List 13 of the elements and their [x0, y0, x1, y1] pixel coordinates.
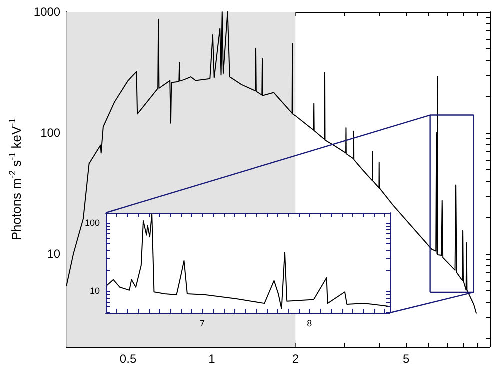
x-tick-label: 5: [402, 352, 410, 366]
y-tick-label: 100: [84, 218, 100, 228]
y-axis-title: Photons m-2 s-1 keV-1: [8, 118, 24, 241]
line-series: [106, 214, 388, 310]
x-tick-label: 8: [307, 318, 312, 328]
y-tick-label: 10: [90, 286, 100, 296]
x-tick-label: 0.5: [120, 352, 137, 366]
y-tick-label: 100: [40, 126, 61, 140]
y-tick-label: 1000: [34, 5, 61, 19]
x-tick-label: 2: [292, 352, 300, 366]
x-tick-label: 1: [208, 352, 216, 366]
x-tick-label: 7: [200, 318, 205, 328]
y-tick-label: 10: [47, 246, 61, 261]
